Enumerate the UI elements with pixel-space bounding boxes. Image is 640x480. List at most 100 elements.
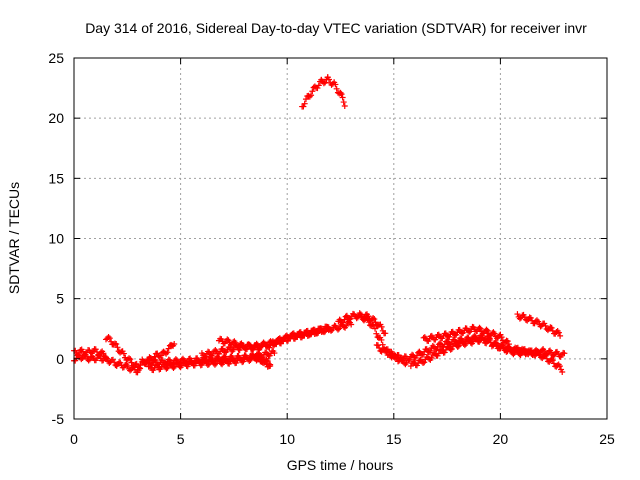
series-track-9: [250, 351, 274, 370]
y-tick-label: -5: [52, 411, 65, 427]
data-points: [71, 74, 568, 376]
data-point: [256, 355, 263, 362]
data-point: [85, 357, 92, 364]
data-point: [224, 336, 231, 343]
data-point: [328, 327, 335, 334]
data-point: [472, 335, 479, 342]
data-point: [120, 350, 127, 357]
data-point: [164, 349, 171, 356]
data-point: [334, 326, 341, 333]
data-point: [314, 85, 321, 92]
data-point: [396, 354, 403, 361]
data-point: [174, 359, 181, 366]
data-point: [549, 357, 556, 364]
data-point: [548, 356, 555, 363]
data-point: [454, 343, 461, 350]
data-point: [325, 76, 332, 83]
data-point: [163, 365, 170, 372]
data-point: [211, 361, 218, 368]
data-point: [527, 314, 534, 321]
y-axis-label: SDTVAR / TECUs: [6, 182, 22, 294]
data-point: [117, 359, 124, 366]
data-point: [356, 310, 363, 317]
data-point: [535, 318, 542, 325]
data-point: [276, 335, 283, 342]
data-point: [491, 339, 498, 346]
data-point: [542, 352, 549, 359]
chart-title: Day 314 of 2016, Sidereal Day-to-day VTE…: [85, 20, 587, 36]
data-point: [336, 325, 343, 332]
data-point: [435, 350, 442, 357]
data-point: [410, 358, 417, 365]
data-point: [267, 342, 274, 349]
data-point: [420, 360, 427, 367]
data-point: [347, 315, 354, 322]
data-point: [353, 315, 360, 322]
data-point: [246, 357, 253, 364]
data-point: [322, 79, 329, 86]
data-point: [141, 360, 148, 367]
data-point: [547, 324, 554, 331]
data-point: [541, 352, 548, 359]
series-track-15: [420, 323, 512, 348]
data-point: [505, 343, 512, 350]
data-point: [381, 345, 388, 352]
data-point: [448, 346, 455, 353]
data-point: [382, 330, 389, 337]
data-point: [308, 92, 315, 99]
data-point: [561, 350, 568, 357]
data-point: [550, 360, 557, 367]
data-point: [96, 352, 103, 359]
data-point: [262, 358, 269, 365]
data-point: [436, 340, 443, 347]
data-point: [247, 356, 254, 363]
data-point: [365, 313, 372, 320]
data-point: [343, 322, 350, 329]
data-point: [332, 81, 339, 88]
y-tick-label: 15: [48, 170, 64, 186]
data-point: [556, 363, 563, 370]
data-point: [157, 352, 164, 359]
data-point: [491, 330, 498, 337]
data-point: [271, 350, 278, 357]
y-tick-label: 5: [56, 291, 64, 307]
data-point: [341, 103, 348, 110]
series-track-19: [299, 74, 348, 110]
data-point: [371, 316, 378, 323]
data-point: [550, 352, 557, 359]
data-point: [172, 356, 179, 363]
data-point: [455, 342, 462, 349]
data-point: [557, 332, 564, 339]
data-point: [165, 356, 172, 363]
grid-lines: [74, 58, 607, 419]
data-point: [166, 360, 173, 367]
data-point: [427, 347, 434, 354]
data-point: [555, 329, 562, 336]
data-point: [83, 353, 90, 360]
data-point: [253, 351, 260, 358]
data-point: [498, 341, 505, 348]
data-point: [360, 315, 367, 322]
data-point: [204, 362, 211, 369]
data-point: [239, 359, 246, 366]
data-point: [254, 352, 261, 359]
data-point: [127, 356, 134, 363]
data-point: [106, 335, 113, 342]
series-track-18: [514, 311, 564, 339]
series-track-12: [356, 310, 389, 337]
data-point: [428, 355, 435, 362]
data-point: [320, 80, 327, 87]
x-tick-label: 15: [386, 431, 402, 447]
data-point: [407, 363, 414, 370]
data-point: [339, 94, 346, 101]
data-point: [498, 334, 505, 341]
data-point: [504, 338, 511, 345]
data-point: [232, 339, 239, 346]
data-point: [222, 349, 229, 356]
data-point: [165, 345, 172, 352]
data-point: [128, 359, 135, 366]
data-point: [171, 340, 178, 347]
series-track-17: [510, 344, 566, 376]
data-point: [137, 362, 144, 369]
